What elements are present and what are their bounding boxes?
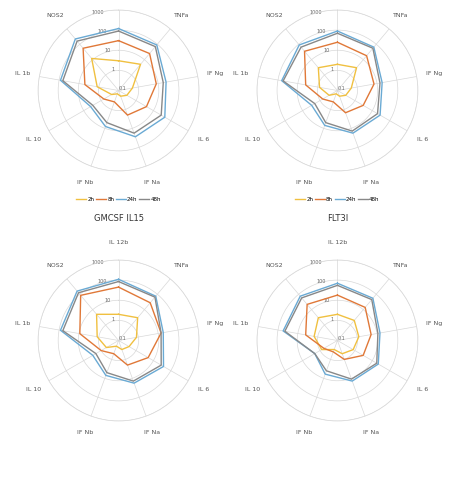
- Text: FLT3I: FLT3I: [326, 214, 347, 222]
- Text: GMCSF IL15: GMCSF IL15: [93, 214, 143, 222]
- Legend: 2h, 8h, 24h, 48h: 2h, 8h, 24h, 48h: [74, 195, 162, 204]
- Legend: 2h, 8h, 24h, 48h: 2h, 8h, 24h, 48h: [293, 195, 381, 204]
